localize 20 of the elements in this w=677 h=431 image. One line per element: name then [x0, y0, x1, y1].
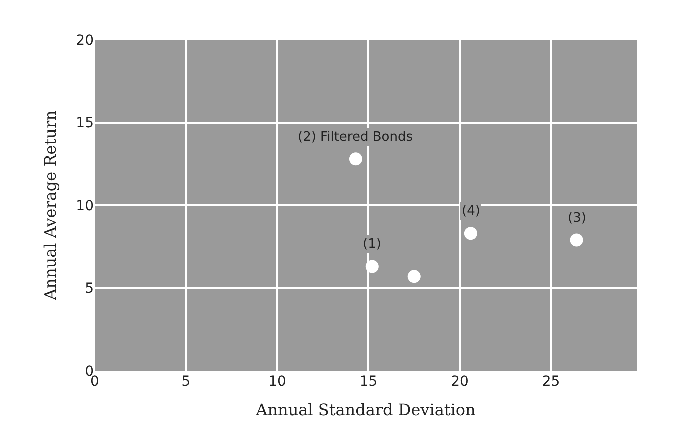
point — [464, 227, 478, 240]
y-tick-label: 10 — [76, 198, 94, 214]
point — [366, 260, 379, 274]
y-tick-label: 5 — [85, 281, 94, 298]
annotation: (2) Filtered Bonds — [298, 130, 414, 145]
point — [408, 270, 421, 284]
annotation: (1) — [363, 237, 382, 252]
point — [349, 152, 362, 166]
y-axis-title: Annual Average Return — [41, 110, 60, 302]
x-tick-label: 15 — [360, 374, 378, 390]
y-tick-label: 20 — [76, 32, 94, 49]
x-tick-label: 5 — [182, 374, 191, 390]
point — [570, 234, 584, 247]
x-tick-label: 10 — [268, 374, 286, 390]
x-axis-title: Annual Standard Deviation — [255, 400, 476, 420]
y-tick-label: 15 — [76, 116, 94, 132]
x-tick-label: 20 — [451, 374, 469, 390]
x-tick-label: 25 — [542, 374, 560, 390]
annotation: (3) — [568, 211, 586, 226]
annotation: (4) — [462, 204, 480, 219]
